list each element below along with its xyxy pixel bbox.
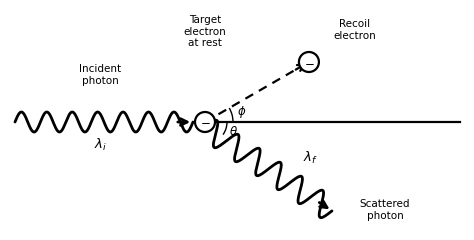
Ellipse shape <box>299 52 319 72</box>
Text: $\theta$: $\theta$ <box>229 125 238 138</box>
Text: $-$: $-$ <box>200 115 210 128</box>
Text: Recoil
electron: Recoil electron <box>334 19 376 41</box>
Text: Incident
photon: Incident photon <box>79 64 121 86</box>
Text: $\phi$: $\phi$ <box>237 104 246 120</box>
Text: Target
electron
at rest: Target electron at rest <box>183 15 227 48</box>
Text: Scattered
photon: Scattered photon <box>360 199 410 221</box>
Text: $-$: $-$ <box>304 55 314 68</box>
Ellipse shape <box>195 112 215 132</box>
Text: $\lambda_f$: $\lambda_f$ <box>302 150 318 166</box>
Text: $\lambda_i$: $\lambda_i$ <box>93 137 107 153</box>
